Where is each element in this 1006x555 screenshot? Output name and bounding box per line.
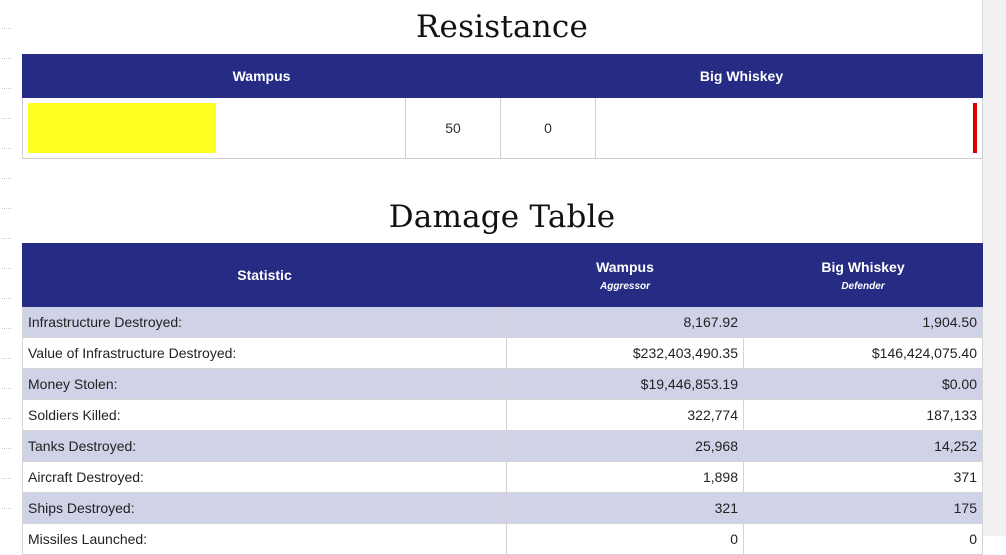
left-gutter xyxy=(0,0,14,536)
row-aggressor-value: 8,167.92 xyxy=(506,306,744,338)
table-row: Missiles Launched: 0 0 xyxy=(22,523,983,555)
row-aggressor-value: 25,968 xyxy=(506,430,744,462)
damage-table-title: Damage Table xyxy=(388,199,616,235)
row-label: Money Stolen: xyxy=(22,368,507,400)
row-defender-value: 14,252 xyxy=(743,430,983,462)
row-aggressor-value: 1,898 xyxy=(506,461,744,493)
row-label: Ships Destroyed: xyxy=(22,492,507,524)
table-row: Money Stolen: $19,446,853.19 $0.00 xyxy=(22,368,983,400)
row-label: Tanks Destroyed: xyxy=(22,430,507,462)
resistance-left-value: 50 xyxy=(404,97,502,159)
resistance-title: Resistance xyxy=(415,9,589,45)
resistance-right-bar-cell xyxy=(595,97,984,159)
defender-name: Big Whiskey xyxy=(821,258,905,275)
row-defender-value: 1,904.50 xyxy=(743,306,983,338)
row-defender-value: 175 xyxy=(743,492,983,524)
aggressor-role: Aggressor xyxy=(599,280,650,292)
war-content: Resistance Wampus Big Whiskey 50 0 Damag… xyxy=(21,0,984,555)
row-defender-value: 0 xyxy=(743,523,983,555)
row-aggressor-value: 0 xyxy=(506,523,744,555)
resistance-left-bar-cell xyxy=(22,97,406,159)
damage-header-aggressor: Wampus Aggressor xyxy=(506,243,744,307)
row-aggressor-value: 322,774 xyxy=(506,399,744,431)
row-aggressor-value: $232,403,490.35 xyxy=(506,337,744,369)
table-row: Infrastructure Destroyed: 8,167.92 1,904… xyxy=(22,306,983,338)
row-aggressor-value: 321 xyxy=(506,492,744,524)
row-label: Value of Infrastructure Destroyed: xyxy=(22,337,507,369)
resistance-right-value: 0 xyxy=(500,97,597,159)
row-label: Missiles Launched: xyxy=(22,523,507,555)
damage-table: Statistic Wampus Aggressor Big Whiskey D… xyxy=(22,243,983,555)
defender-role: Defender xyxy=(841,280,885,292)
row-defender-value: 187,133 xyxy=(743,399,983,431)
row-defender-value: 371 xyxy=(743,461,983,493)
resistance-table: Wampus Big Whiskey 50 0 xyxy=(21,54,984,159)
damage-header-statistic: Statistic xyxy=(22,243,507,307)
resistance-right-bar xyxy=(973,103,978,153)
table-row: Aircraft Destroyed: 1,898 371 xyxy=(22,461,983,493)
table-row: Ships Destroyed: 321 175 xyxy=(22,492,983,524)
resistance-left-name: Wampus xyxy=(21,54,502,98)
table-row: Value of Infrastructure Destroyed: $232,… xyxy=(22,337,983,369)
damage-header-defender: Big Whiskey Defender xyxy=(743,243,983,307)
row-aggressor-value: $19,446,853.19 xyxy=(506,368,744,400)
resistance-left-bar xyxy=(28,103,216,153)
row-label: Infrastructure Destroyed: xyxy=(22,306,507,338)
row-label: Soldiers Killed: xyxy=(22,399,507,431)
row-label: Aircraft Destroyed: xyxy=(22,461,507,493)
row-defender-value: $146,424,075.40 xyxy=(743,337,983,369)
row-defender-value: $0.00 xyxy=(743,368,983,400)
table-row: Tanks Destroyed: 25,968 14,252 xyxy=(22,430,983,462)
resistance-right-name: Big Whiskey xyxy=(500,54,984,98)
page-scrollbar[interactable] xyxy=(982,0,1006,536)
aggressor-name: Wampus xyxy=(596,258,654,275)
table-row: Soldiers Killed: 322,774 187,133 xyxy=(22,399,983,431)
